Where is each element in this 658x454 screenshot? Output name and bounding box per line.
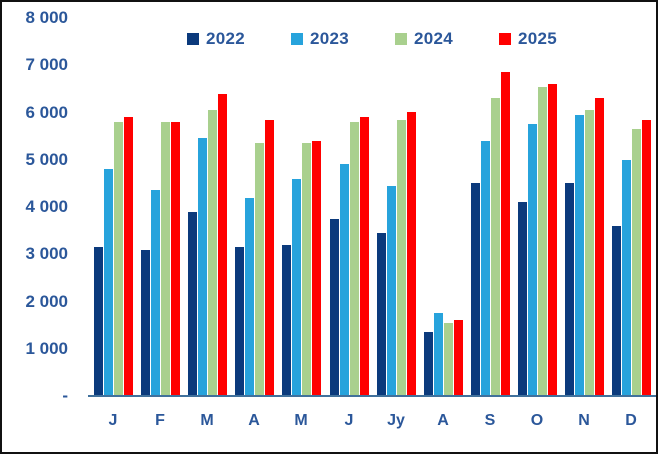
bar-2024-5-J [350, 122, 359, 396]
bar-2025-8-S [501, 72, 510, 396]
bar-2023-3-A [245, 198, 254, 396]
x-label-10-N: N [578, 412, 590, 429]
x-axis-line [88, 395, 656, 397]
legend-swatch-icon-2022 [186, 33, 199, 45]
bar-2022-1-F [141, 250, 150, 396]
x-label-7-A: A [437, 412, 449, 429]
bar-2024-2-M [208, 110, 217, 396]
x-label-2-M: M [200, 412, 214, 429]
bar-2022-9-O [518, 202, 527, 396]
bar-2023-9-O [528, 124, 537, 396]
bar-2024-6-Jy [397, 120, 406, 396]
bar-2023-0-J [104, 169, 113, 396]
bar-2023-5-J [340, 164, 349, 396]
x-label-9-O: O [530, 412, 544, 429]
legend-label-2025: 2025 [518, 29, 558, 48]
bar-2023-10-N [575, 115, 584, 396]
legend-item-2024: 2024 [395, 29, 453, 49]
x-label-4-M: M [294, 412, 308, 429]
bar-2024-11-D [632, 129, 641, 396]
legend-swatch-icon-2023 [290, 33, 303, 45]
y-tick-2000: 2 000 [25, 291, 68, 311]
x-label-5-J: J [344, 412, 354, 429]
bar-2022-11-D [612, 226, 621, 396]
bar-2025-10-N [595, 98, 604, 396]
bar-2022-0-J [94, 247, 103, 396]
bar-2023-2-M [198, 138, 207, 396]
y-tick-0: - [62, 386, 68, 405]
bar-2023-6-Jy [387, 186, 396, 396]
bar-2024-9-O [538, 87, 547, 396]
legend-label-2024: 2024 [414, 29, 454, 48]
x-label-6-Jy: Jy [387, 412, 405, 429]
bar-2023-8-S [481, 141, 490, 396]
bar-2022-7-A [424, 332, 433, 396]
bar-2023-11-D [622, 160, 631, 396]
y-tick-5000: 5 000 [25, 149, 68, 169]
bar-2025-7-A [454, 320, 463, 396]
legend-item-2022: 2022 [186, 29, 245, 49]
y-tick-7000: 7 000 [25, 55, 68, 75]
bar-2025-3-A [265, 120, 274, 396]
y-tick-3000: 3 000 [25, 244, 68, 264]
x-label-8-S: S [484, 412, 496, 429]
bar-2025-6-Jy [407, 112, 416, 396]
bar-2024-10-N [585, 110, 594, 396]
bar-2022-3-A [235, 247, 244, 396]
bar-2025-1-F [171, 122, 180, 396]
legend-swatch-icon-2025 [499, 33, 512, 45]
legend-label-2023: 2023 [309, 29, 349, 48]
bar-2025-11-D [642, 120, 651, 396]
bar-2022-6-Jy [377, 233, 386, 396]
bar-2023-7-A [434, 313, 443, 396]
legend-item-2025: 2025 [499, 29, 557, 49]
bar-2024-8-S [491, 98, 500, 396]
bar-2025-5-J [360, 117, 369, 396]
bar-2023-1-F [151, 190, 160, 396]
y-tick-8000: 8 000 [25, 8, 68, 27]
bar-2025-2-M [218, 94, 227, 396]
x-label-11-D: D [625, 412, 637, 429]
bar-2024-4-M [302, 143, 311, 396]
bar-2024-0-J [114, 122, 123, 396]
chart-legend: 2022 2023 2024 2025 [88, 28, 656, 50]
bar-2022-2-M [188, 212, 197, 396]
bar-2025-0-J [124, 117, 133, 396]
legend-item-2023: 2023 [290, 29, 349, 49]
bar-2024-3-A [255, 143, 264, 396]
y-tick-6000: 6 000 [25, 102, 68, 122]
bar-2022-8-S [471, 183, 480, 396]
bar-2023-4-M [292, 179, 301, 396]
legend-label-2022: 2022 [205, 29, 245, 48]
y-tick-4000: 4 000 [25, 197, 68, 216]
bar-2022-4-M [282, 245, 291, 396]
x-label-0-J: J [108, 412, 118, 429]
bar-2025-4-M [312, 141, 321, 396]
x-label-3-A: A [248, 412, 260, 429]
legend-swatch-icon-2024 [395, 33, 407, 45]
bar-2025-9-O [548, 84, 557, 396]
x-label-1-F: F [155, 412, 165, 429]
y-tick-1000: 1 000 [25, 338, 68, 358]
bar-2024-7-A [444, 323, 453, 396]
bar-2024-1-F [161, 122, 170, 396]
bar-2022-5-J [330, 219, 339, 396]
bar-2022-10-N [565, 183, 574, 396]
